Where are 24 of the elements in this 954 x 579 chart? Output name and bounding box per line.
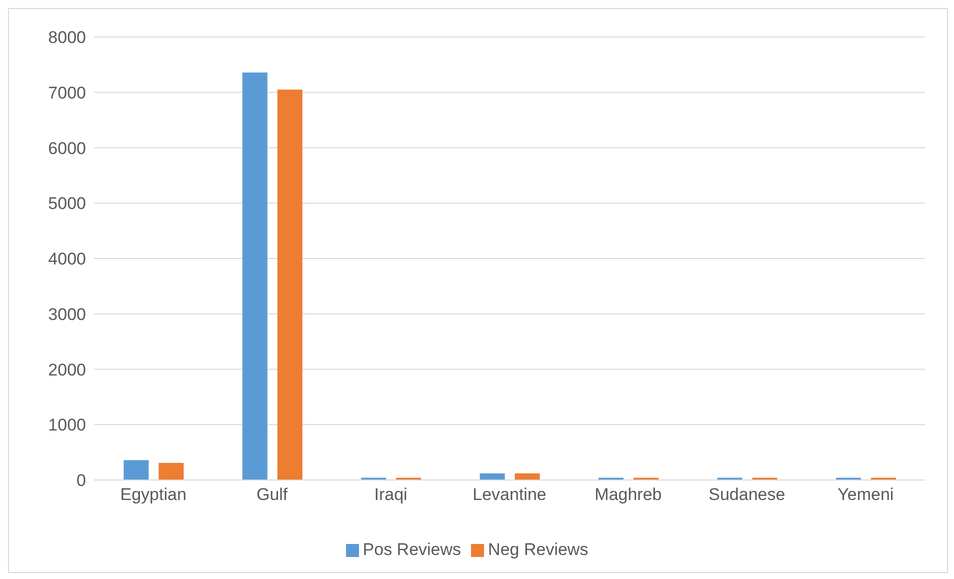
- bar: [277, 90, 302, 480]
- bar: [514, 473, 540, 480]
- y-tick-label: 3000: [48, 304, 86, 324]
- y-tick-label: 4000: [48, 250, 86, 269]
- bar: [124, 460, 149, 480]
- y-tick-label: 2000: [48, 360, 86, 380]
- x-tick-label: Yemeni: [838, 485, 894, 504]
- x-tick-label: Egyptian: [120, 485, 186, 504]
- x-tick-label: Gulf: [256, 485, 288, 504]
- y-tick-label: 7000: [48, 83, 86, 102]
- y-tick-label: 0: [76, 471, 86, 490]
- x-tick-label: Iraqi: [374, 485, 408, 504]
- legend-label: Neg Reviews: [488, 540, 588, 559]
- bar: [158, 462, 184, 480]
- x-tick-label: Maghreb: [594, 485, 662, 504]
- y-tick-label: 8000: [48, 28, 86, 48]
- x-tick-label: Sudanese: [708, 485, 786, 504]
- bar: [480, 473, 505, 480]
- x-tick-label: Levantine: [472, 485, 546, 504]
- y-tick-label: 1000: [48, 416, 86, 435]
- bar: [242, 72, 268, 480]
- legend-label: Pos Reviews: [362, 540, 462, 559]
- y-tick-label: 5000: [48, 194, 86, 214]
- y-tick-label: 6000: [48, 138, 86, 158]
